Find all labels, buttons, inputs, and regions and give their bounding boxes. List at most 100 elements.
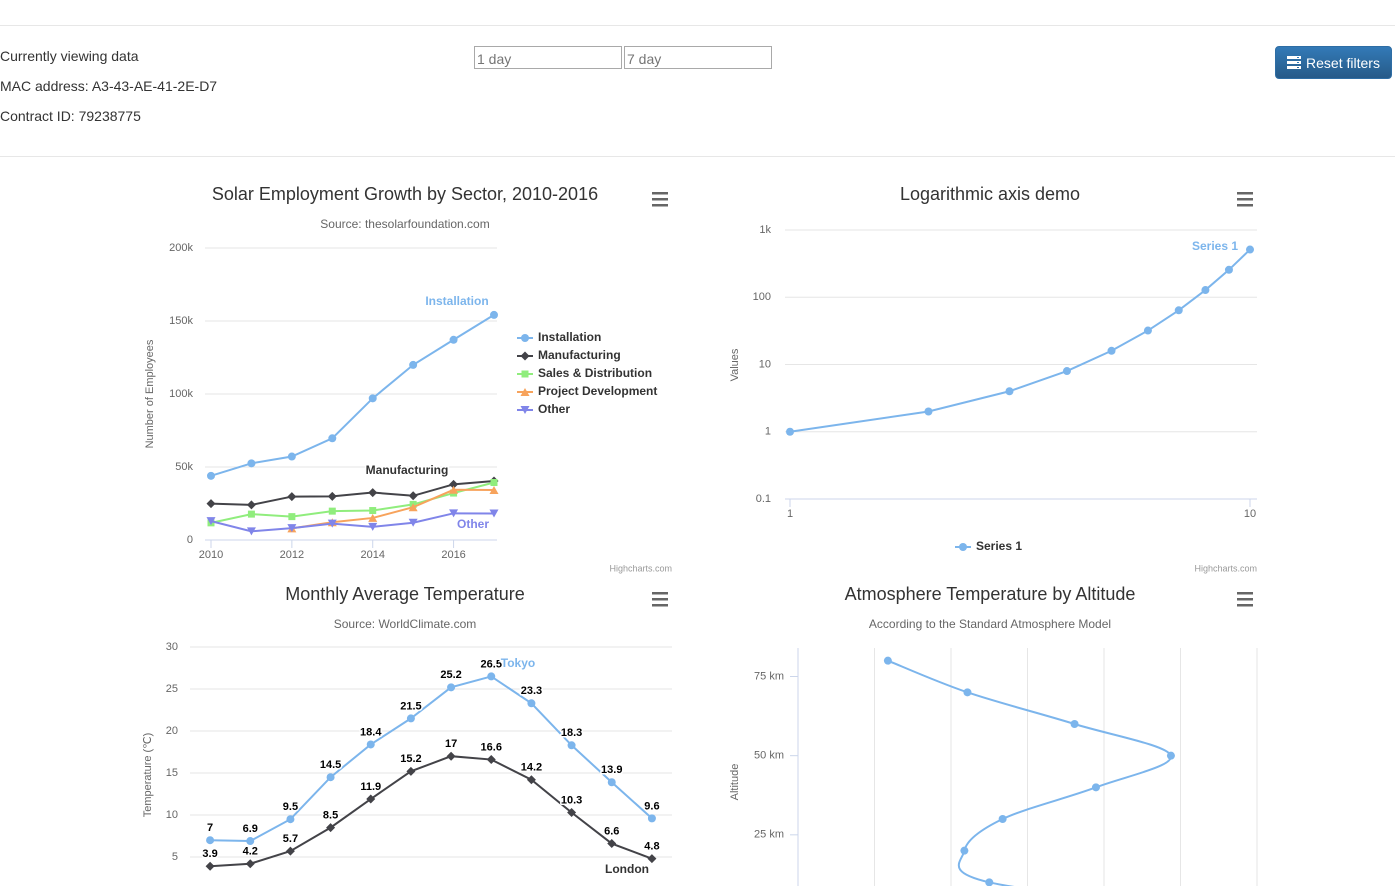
marker <box>520 351 530 361</box>
data-label: 21.5 <box>400 700 421 712</box>
contract-id: Contract ID: 79238775 <box>0 108 141 124</box>
legend-label[interactable]: Other <box>538 402 570 416</box>
reset-filters-button[interactable]: Reset filters <box>1275 46 1392 79</box>
marker <box>1005 387 1014 396</box>
marker <box>520 388 530 396</box>
series-line <box>210 481 495 524</box>
marker <box>246 527 256 536</box>
marker <box>883 656 892 665</box>
marker <box>1107 346 1116 355</box>
menu-button[interactable] <box>1237 204 1253 207</box>
marker <box>985 878 994 886</box>
y-tick-label: 75 km <box>754 670 784 682</box>
legend-label[interactable]: Series 1 <box>976 539 1022 553</box>
series-label: Manufacturing <box>366 463 449 477</box>
data-label: 14.5 <box>320 759 341 771</box>
marker <box>408 491 418 501</box>
menu-button[interactable] <box>652 204 668 207</box>
data-label: 4.8 <box>644 841 659 853</box>
menu-button[interactable] <box>652 604 668 607</box>
series-label: London <box>605 862 649 876</box>
y-axis-title: Values <box>729 348 741 381</box>
x-tick-label: 2012 <box>280 549 304 561</box>
divider <box>0 25 1395 26</box>
y-tick-label: 25 <box>166 683 178 695</box>
marker <box>1224 265 1233 274</box>
data-label: 3.9 <box>202 848 217 860</box>
series-line <box>887 659 1172 886</box>
legend-label[interactable]: Sales & Distribution <box>538 366 652 380</box>
y-tick-label: 1 <box>765 426 771 438</box>
marker <box>328 434 337 443</box>
chart-title: Atmosphere Temperature by Altitude <box>845 584 1136 604</box>
credits[interactable]: Highcharts.com <box>609 563 672 573</box>
series-label: Series 1 <box>1192 239 1238 253</box>
marker <box>486 755 496 765</box>
legend-label[interactable]: Manufacturing <box>538 348 621 362</box>
marker <box>406 766 416 776</box>
data-label: 5.7 <box>283 833 298 845</box>
range-to-input[interactable]: 7 day <box>624 46 772 69</box>
marker <box>326 773 335 782</box>
marker <box>408 518 418 527</box>
marker <box>567 807 577 817</box>
series-label: Tokyo <box>501 656 535 670</box>
marker <box>327 491 337 501</box>
menu-button[interactable] <box>652 598 668 601</box>
legend-label[interactable]: Project Development <box>538 384 657 398</box>
menu-button[interactable] <box>1237 604 1253 607</box>
menu-button[interactable] <box>652 192 668 195</box>
menu-button[interactable] <box>1237 592 1253 595</box>
marker <box>521 334 529 342</box>
marker <box>786 427 794 436</box>
marker <box>366 794 376 804</box>
menu-button[interactable] <box>652 198 668 201</box>
series-line <box>210 512 495 533</box>
menu-button[interactable] <box>1237 192 1253 195</box>
mac-address: MAC address: A3-43-AE-41-2E-D7 <box>0 78 218 94</box>
menu-button[interactable] <box>1237 198 1253 201</box>
marker <box>246 500 256 510</box>
marker <box>487 672 496 681</box>
marker <box>247 459 256 468</box>
y-tick-label: 25 km <box>754 829 784 841</box>
marker <box>408 503 418 512</box>
marker <box>490 478 498 486</box>
legend-label[interactable]: Installation <box>538 330 601 344</box>
marker <box>206 499 216 509</box>
series-line <box>789 248 1251 433</box>
y-axis-title: Number of Employees <box>144 339 156 448</box>
series-line <box>210 314 495 477</box>
menu-button[interactable] <box>1237 598 1253 601</box>
series-label: Other <box>457 517 489 531</box>
credits[interactable]: Highcharts.com <box>1194 563 1257 573</box>
y-tick-label: 0 <box>187 534 193 546</box>
marker <box>1070 720 1079 728</box>
y-axis-title: Temperature (℃) <box>142 733 154 818</box>
marker <box>526 775 536 785</box>
marker <box>406 714 415 723</box>
data-label: 9.6 <box>644 800 659 812</box>
marker <box>447 683 456 692</box>
button-label: Reset filters <box>1306 54 1380 71</box>
marker <box>287 524 297 533</box>
marker <box>963 688 972 697</box>
y-tick-label: 15 <box>166 767 178 779</box>
y-tick-label: 30 <box>166 641 178 653</box>
data-label: 23.3 <box>521 685 542 697</box>
data-label: 18.4 <box>360 726 382 738</box>
data-label: 6.6 <box>604 825 619 837</box>
marker <box>607 839 617 849</box>
chart-subtitle: Source: thesolarfoundation.com <box>320 217 489 231</box>
range-from-input[interactable]: 1 day <box>474 46 622 69</box>
button-icon <box>1287 56 1302 69</box>
data-label: 4.2 <box>243 846 258 858</box>
chart-title: Solar Employment Growth by Sector, 2010-… <box>212 184 598 204</box>
menu-button[interactable] <box>652 592 668 595</box>
y-tick-label: 10 <box>759 358 771 370</box>
marker <box>328 507 336 515</box>
marker <box>1062 367 1071 376</box>
series-line <box>210 479 495 506</box>
series-line <box>291 488 495 530</box>
